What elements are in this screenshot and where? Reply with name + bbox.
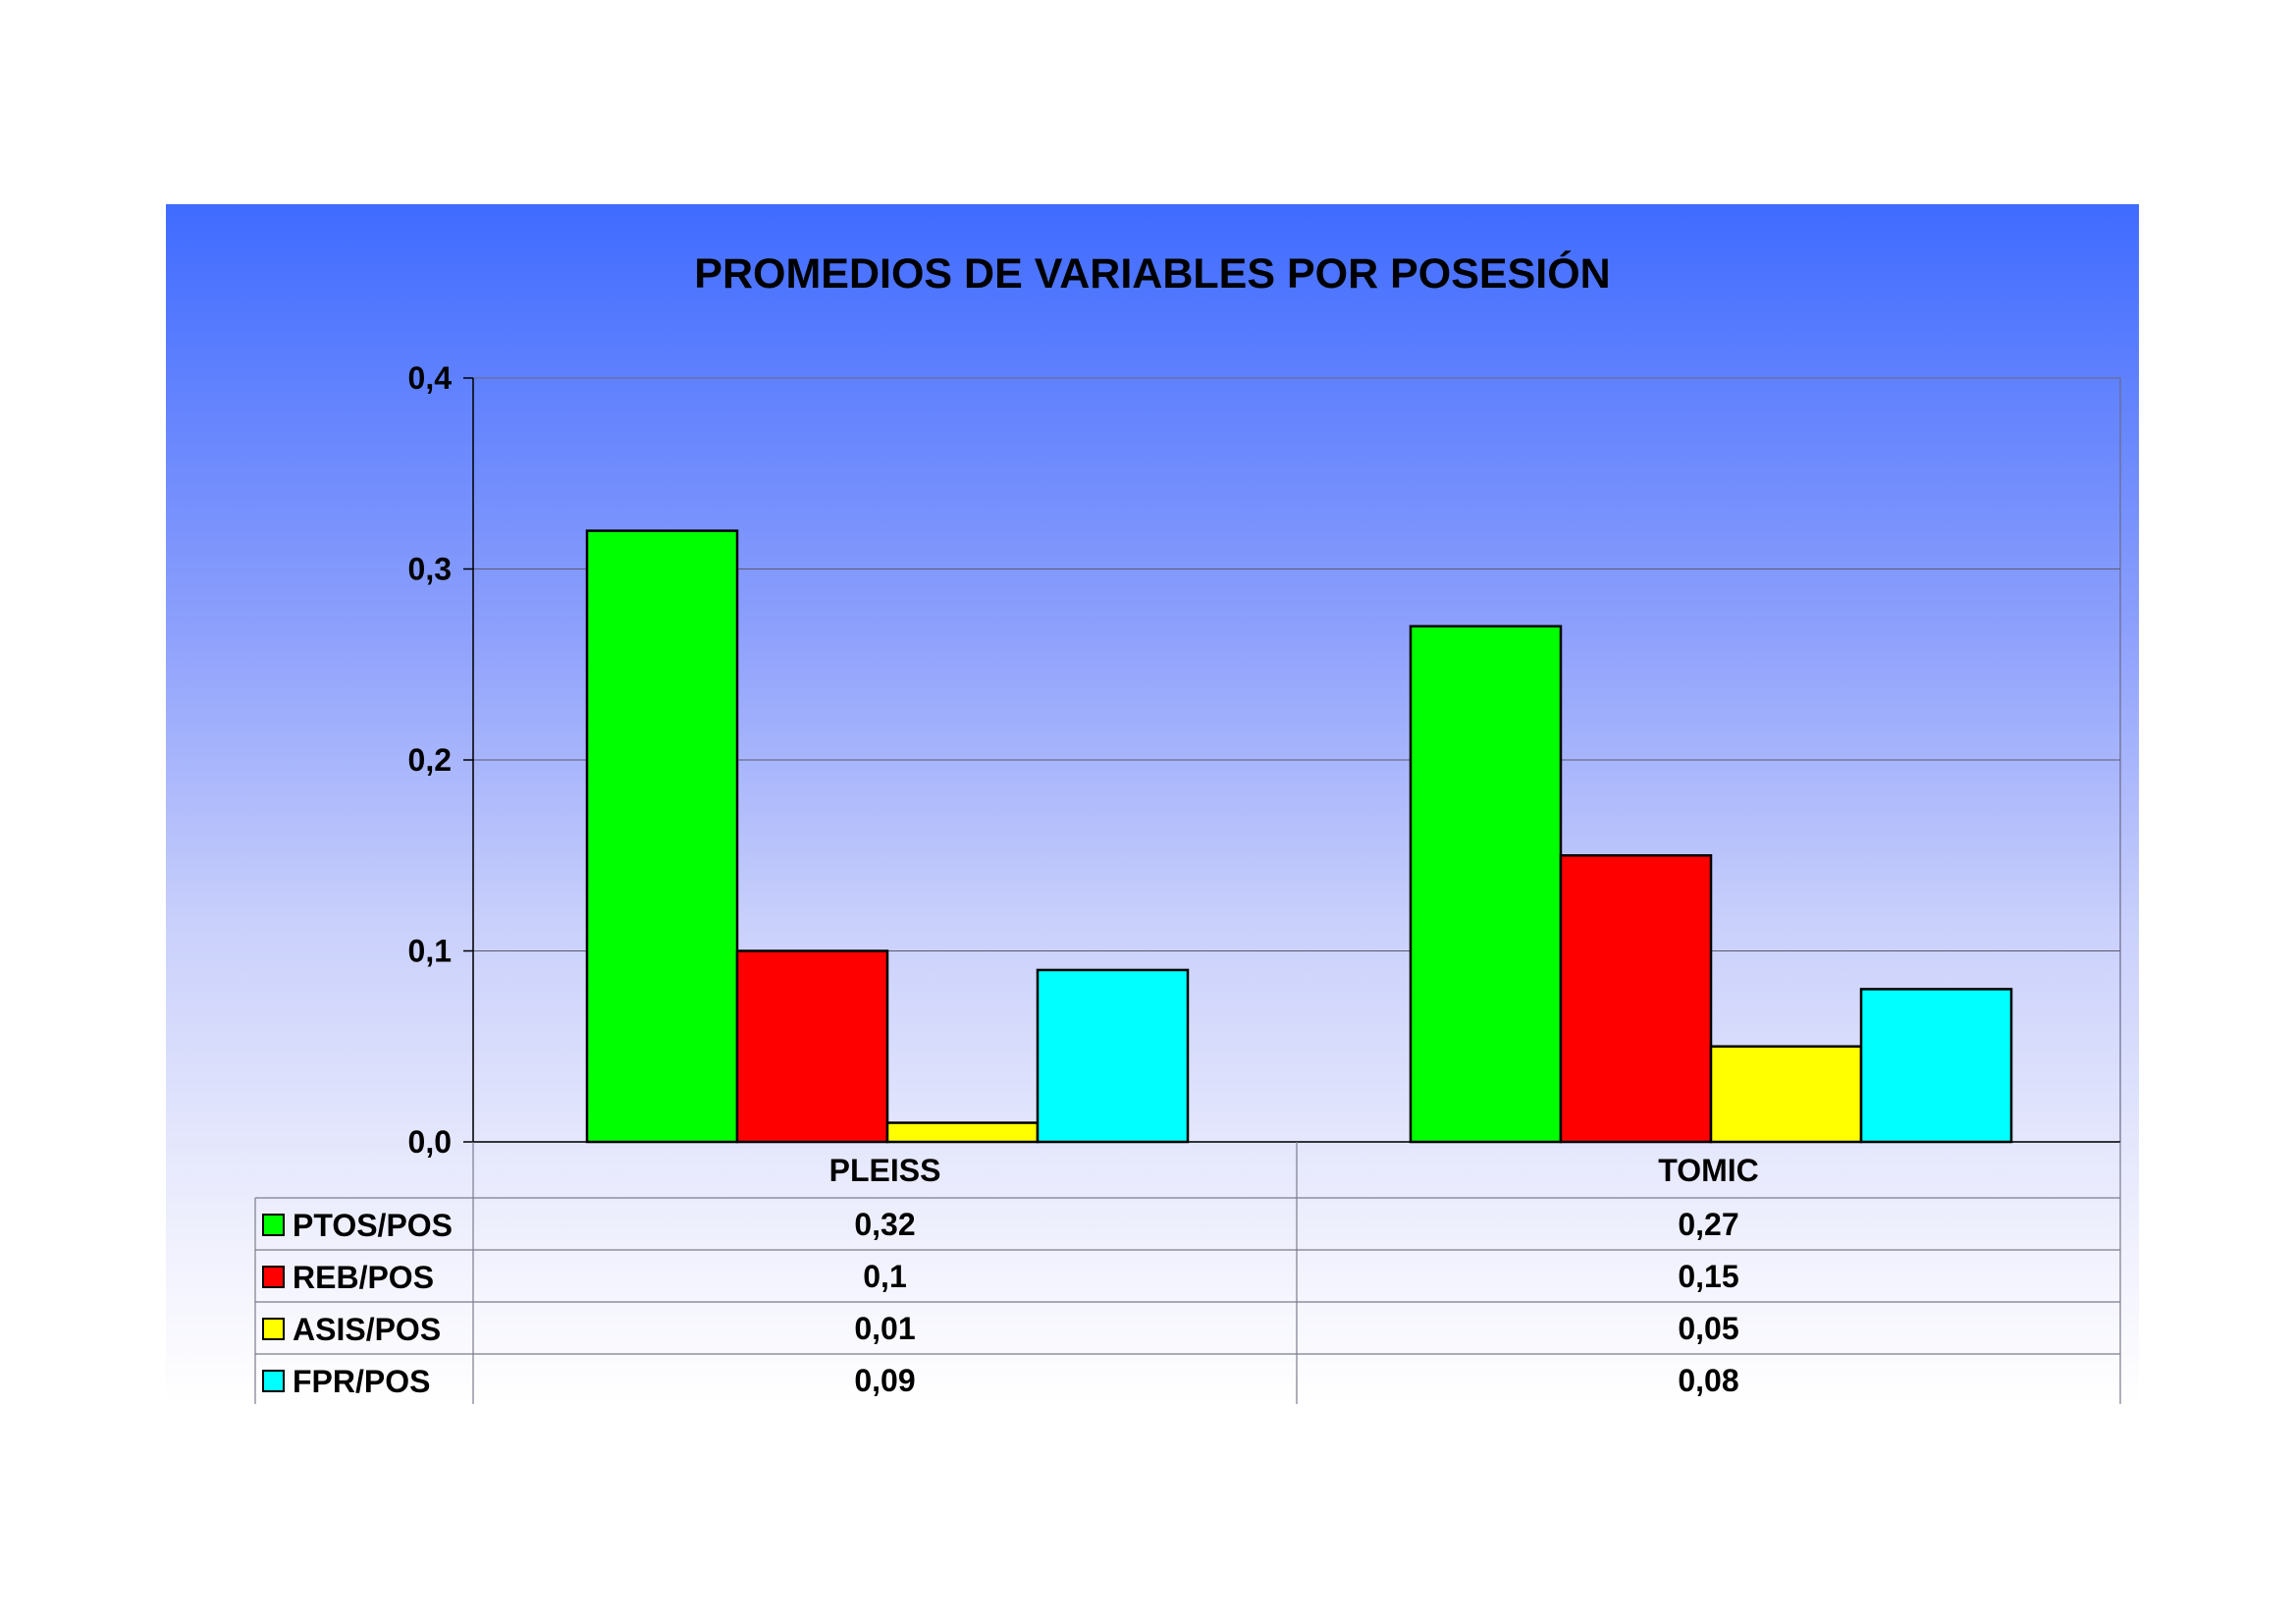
bar [885,1121,1040,1144]
chart-title: PROMEDIOS DE VARIABLES POR POSESIÓN [694,249,1610,298]
data-label: 0,08 [1678,1363,1738,1398]
y-tick-label: 0,3 [408,552,452,587]
data-label: 0,27 [1678,1207,1738,1242]
bar [1036,968,1190,1144]
y-tick-label: 0,2 [408,742,452,778]
data-label: 0,05 [1678,1311,1738,1346]
y-tick-label: 0,0 [408,1124,452,1160]
legend-label: REB/POS [293,1260,434,1295]
bar [1559,854,1713,1144]
legend-label: ASIS/POS [293,1312,441,1347]
category-label: PLEISS [829,1153,941,1188]
data-table: PLEISS TOMIC PTOS/POS 0,32 0,27 REB/POS 0,1 0,1… [254,1142,2121,1404]
legend-label: PTOS/POS [293,1208,453,1243]
chart-panel: PROMEDIOS DE VARIABLES POR POSESIÓN 0,0 0… [166,204,2139,1404]
bar-chart: PROMEDIOS DE VARIABLES POR POSESIÓN 0,0 0… [254,249,2121,1404]
data-label: 0,32 [854,1207,915,1242]
bar [1409,624,1563,1144]
legend-swatch [262,1214,285,1236]
data-label: 0,09 [854,1363,915,1398]
data-label: 0,1 [863,1259,906,1294]
bar [735,949,889,1144]
legend-swatch [262,1370,285,1392]
bar [1709,1045,1863,1144]
legend-swatch [262,1318,285,1340]
data-label: 0,15 [1678,1259,1738,1294]
y-tick-label: 0,4 [408,360,453,396]
y-tick-label: 0,1 [408,934,452,969]
category-label: TOMIC [1658,1153,1759,1188]
legend-label: FPR/POS [293,1364,430,1399]
legend-swatch [262,1266,285,1288]
bar [1859,988,2013,1144]
data-label: 0,01 [854,1311,915,1346]
bar [585,529,739,1144]
